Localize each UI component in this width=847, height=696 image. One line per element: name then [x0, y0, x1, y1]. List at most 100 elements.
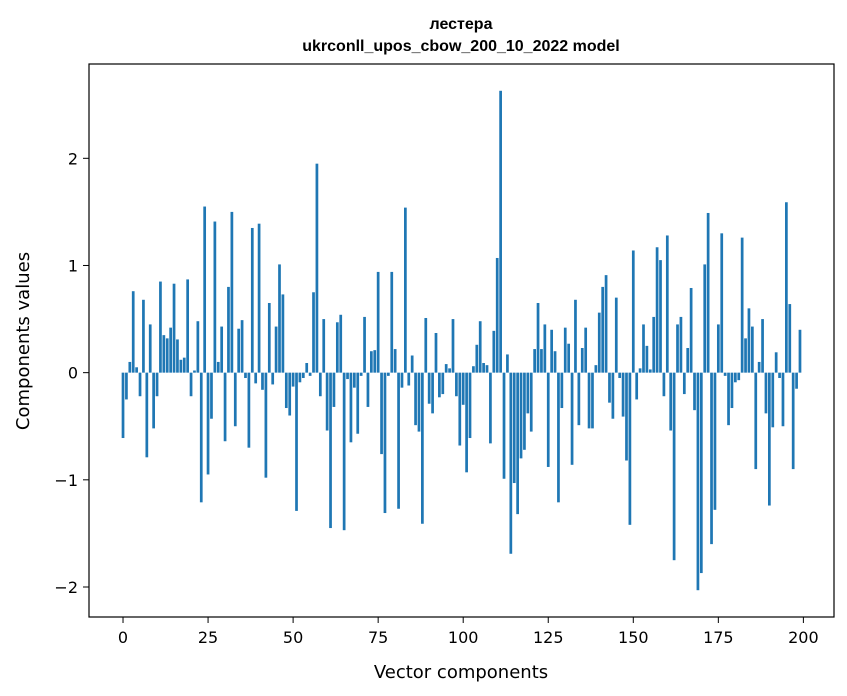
bar-149 [628, 372, 632, 525]
bar-178 [727, 372, 730, 426]
bar-114 [509, 372, 513, 554]
bar-198 [795, 372, 798, 389]
bar-65 [342, 372, 346, 531]
bar-54 [305, 363, 309, 373]
bar-169 [696, 372, 700, 591]
bar-158 [659, 260, 662, 373]
bar-18 [182, 357, 186, 373]
bar-93 [438, 372, 441, 398]
bar-0 [121, 372, 125, 439]
x-tick-label: 0 [118, 628, 128, 647]
bar-145 [614, 297, 618, 373]
bar-41 [261, 372, 264, 390]
x-tick-label: 25 [198, 628, 218, 647]
bar-181 [737, 372, 741, 381]
bar-183 [744, 338, 747, 373]
bar-182 [740, 237, 744, 373]
bar-9 [152, 372, 155, 429]
bar-5 [138, 372, 142, 397]
bar-172 [706, 212, 710, 373]
bar-133 [574, 299, 577, 373]
bar-115 [512, 372, 516, 484]
bar-57 [315, 163, 319, 373]
bar-97 [451, 319, 455, 373]
bar-113 [506, 354, 509, 373]
bar-141 [601, 286, 605, 373]
bar-128 [557, 372, 560, 503]
bar-177 [723, 372, 727, 376]
chart-subtitle: ukrconll_upos_cbow_200_10_2022 model [302, 38, 619, 55]
bar-87 [417, 372, 421, 432]
bar-91 [431, 372, 434, 414]
bar-23 [199, 372, 203, 503]
bar-190 [768, 372, 771, 506]
bar-142 [604, 275, 608, 373]
bar-180 [733, 372, 737, 383]
bar-29 [220, 326, 224, 373]
bar-134 [577, 372, 581, 426]
bar-116 [516, 372, 519, 515]
bar-8 [148, 324, 152, 373]
bar-122 [536, 302, 540, 373]
bar-112 [502, 372, 506, 479]
bar-192 [774, 352, 778, 373]
bar-95 [444, 364, 448, 373]
bar-53 [301, 372, 305, 379]
bar-155 [648, 369, 652, 373]
bar-15 [172, 283, 176, 373]
bar-22 [196, 321, 200, 373]
bar-184 [747, 308, 751, 373]
bar-38 [250, 227, 254, 373]
bar-195 [785, 202, 788, 373]
bar-74 [373, 350, 377, 373]
bar-174 [713, 372, 717, 510]
bar-13 [165, 338, 169, 373]
bar-50 [291, 372, 295, 387]
bar-131 [567, 343, 571, 373]
y-tick-label: 1 [68, 256, 78, 275]
bar-44 [271, 372, 275, 385]
bar-187 [757, 361, 761, 373]
bar-130 [563, 327, 567, 373]
bar-72 [366, 372, 370, 407]
bar-35 [240, 320, 244, 373]
bar-117 [519, 372, 523, 459]
y-axis-label: Components values [13, 252, 34, 430]
bar-26 [210, 372, 213, 419]
bar-31 [227, 286, 230, 373]
bar-171 [703, 264, 707, 373]
bar-100 [461, 372, 465, 405]
bar-186 [754, 372, 758, 470]
bar-73 [369, 351, 373, 373]
bar-196 [788, 304, 792, 373]
bar-175 [716, 324, 720, 373]
bar-7 [145, 372, 149, 458]
bar-150 [631, 250, 635, 373]
bar-138 [591, 372, 594, 429]
bar-76 [380, 372, 383, 455]
bar-70 [359, 372, 363, 376]
bar-82 [400, 372, 404, 388]
bar-51 [295, 372, 298, 511]
bar-52 [298, 372, 302, 383]
bar-1 [125, 372, 128, 400]
bar-77 [383, 372, 387, 514]
bar-27 [213, 221, 217, 373]
bar-56 [312, 292, 315, 373]
bar-81 [397, 372, 400, 509]
bar-188 [761, 319, 764, 373]
y-tick-label: −2 [54, 578, 78, 597]
bar-120 [529, 372, 533, 432]
bar-88 [421, 372, 424, 524]
y-axis-ticks: −2 −1 0 1 2 [54, 149, 89, 597]
bar-118 [523, 372, 526, 450]
bar-160 [665, 235, 669, 373]
bar-156 [652, 316, 656, 373]
bar-37 [247, 372, 251, 448]
bar-25 [206, 372, 210, 475]
bar-110 [495, 257, 499, 373]
bar-170 [699, 372, 703, 574]
bar-132 [570, 372, 574, 465]
bar-165 [682, 372, 686, 395]
